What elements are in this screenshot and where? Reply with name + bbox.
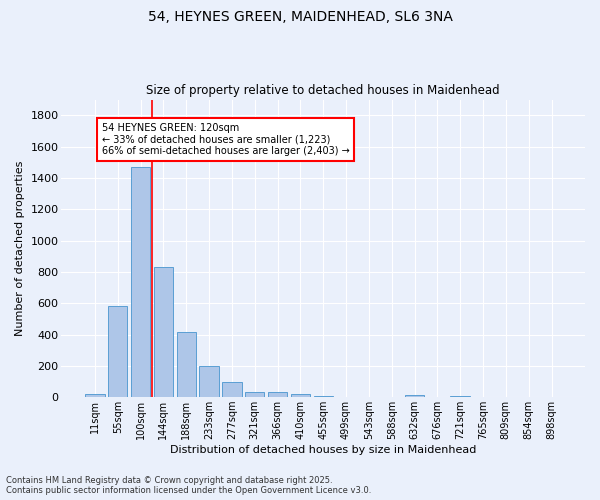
X-axis label: Distribution of detached houses by size in Maidenhead: Distribution of detached houses by size … xyxy=(170,445,476,455)
Bar xyxy=(199,366,219,397)
Text: 54 HEYNES GREEN: 120sqm
← 33% of detached houses are smaller (1,223)
66% of semi: 54 HEYNES GREEN: 120sqm ← 33% of detache… xyxy=(102,123,350,156)
Text: 54, HEYNES GREEN, MAIDENHEAD, SL6 3NA: 54, HEYNES GREEN, MAIDENHEAD, SL6 3NA xyxy=(148,10,452,24)
Text: Contains HM Land Registry data © Crown copyright and database right 2025.
Contai: Contains HM Land Registry data © Crown c… xyxy=(6,476,371,495)
Bar xyxy=(405,395,424,397)
Bar xyxy=(176,332,196,397)
Bar xyxy=(451,396,470,397)
Y-axis label: Number of detached properties: Number of detached properties xyxy=(15,160,25,336)
Bar xyxy=(268,392,287,397)
Bar xyxy=(314,396,333,397)
Bar xyxy=(222,382,242,397)
Bar xyxy=(131,167,151,397)
Bar xyxy=(154,267,173,397)
Bar xyxy=(85,394,104,397)
Bar xyxy=(291,394,310,397)
Title: Size of property relative to detached houses in Maidenhead: Size of property relative to detached ho… xyxy=(146,84,500,97)
Bar xyxy=(108,306,127,397)
Bar xyxy=(245,392,265,397)
